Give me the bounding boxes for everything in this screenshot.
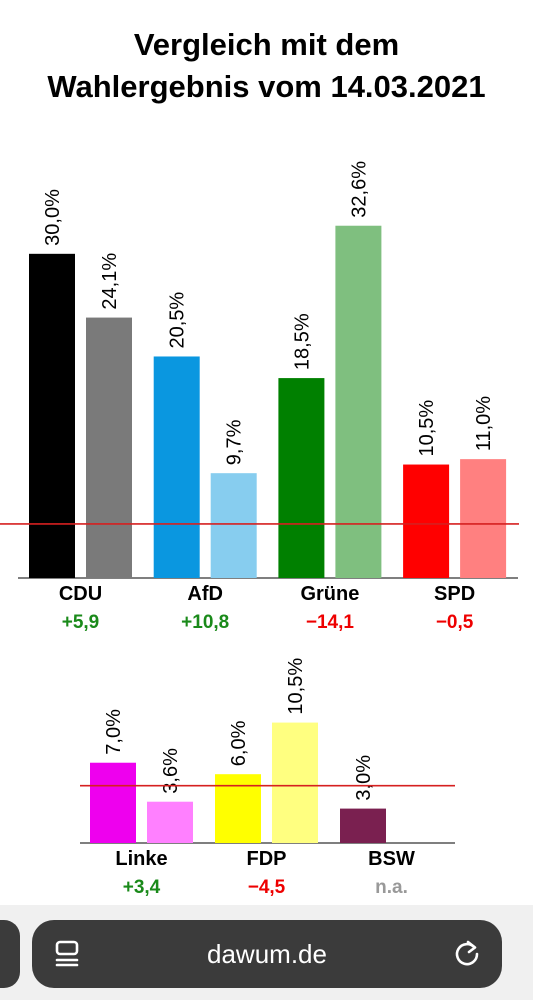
value-label: 30,0% xyxy=(42,189,64,246)
address-bar[interactable]: dawum.de xyxy=(32,920,502,988)
value-label: 10,5% xyxy=(416,400,438,457)
value-label: 3,6% xyxy=(160,748,182,794)
chart-title-line-1: Vergleich mit dem xyxy=(133,27,400,62)
url-text[interactable]: dawum.de xyxy=(207,939,327,969)
bar-bsw-current xyxy=(340,808,386,843)
bar-cdu-previous xyxy=(86,317,132,578)
chart-title: Vergleich mit dem Wahlergebnis vom 14.03.… xyxy=(0,24,533,108)
category-label-bsw: BSW xyxy=(368,848,415,870)
value-label: 6,0% xyxy=(228,720,250,766)
bar-afd-current xyxy=(153,356,200,578)
bar-spd-previous xyxy=(460,459,507,578)
difference-label-bsw: n.a. xyxy=(375,877,408,898)
browser-bottom-bar: dawum.de xyxy=(0,905,533,1000)
difference-label-grüne: −14,1 xyxy=(306,612,355,633)
bar-spd-current xyxy=(403,464,450,578)
reload-icon[interactable] xyxy=(452,939,482,969)
value-label: 32,6% xyxy=(348,161,370,218)
category-label-afd: AfD xyxy=(187,583,223,605)
value-label: 7,0% xyxy=(103,709,125,755)
value-label: 9,7% xyxy=(224,419,246,465)
difference-label-linke: +3,4 xyxy=(123,877,161,898)
difference-label-fdp: −4,5 xyxy=(248,877,286,898)
chart-title-line-2: Wahlergebnis vom 14.03.2021 xyxy=(47,69,486,104)
bar-linke-previous xyxy=(147,801,193,843)
bar-grüne-current xyxy=(278,378,325,578)
category-label-spd: SPD xyxy=(434,583,475,605)
bar-linke-current xyxy=(90,762,136,843)
category-label-cdu: CDU xyxy=(59,583,102,605)
difference-label-cdu: +5,9 xyxy=(62,612,100,633)
bar-fdp-current xyxy=(215,774,261,843)
value-label: 3,0% xyxy=(353,755,375,801)
bar-fdp-previous xyxy=(272,722,318,843)
difference-label-afd: +10,8 xyxy=(181,612,229,633)
chart-main-parties: 30,0% 24,1% CDU +5,9 20,5% 9,7% AfD +10,8 18,5% 3… xyxy=(0,161,519,633)
bar-cdu-current xyxy=(29,253,75,578)
value-label: 20,5% xyxy=(167,292,189,349)
tabs-overview-icon[interactable] xyxy=(54,940,80,968)
bar-grüne-previous xyxy=(335,225,382,578)
difference-label-spd: −0,5 xyxy=(436,612,474,633)
value-label: 11,0% xyxy=(473,396,495,451)
category-label-fdp: FDP xyxy=(247,848,287,870)
chart-small-parties: 7,0% 3,6% Linke +3,4 6,0% 10,5% FDP −4,5 3,0% BSW… xyxy=(80,658,455,898)
category-label-grüne: Grüne xyxy=(300,583,359,605)
election-comparison-chart: 30,0% 24,1% CDU +5,9 20,5% 9,7% AfD +10,8 18,5% 3… xyxy=(0,161,519,898)
value-label: 18,5% xyxy=(291,313,313,370)
value-label: 24,1% xyxy=(99,253,121,310)
category-label-linke: Linke xyxy=(115,848,167,870)
value-label: 10,5% xyxy=(285,658,307,715)
bar-afd-previous xyxy=(210,473,257,578)
previous-tab-card[interactable] xyxy=(0,920,20,988)
